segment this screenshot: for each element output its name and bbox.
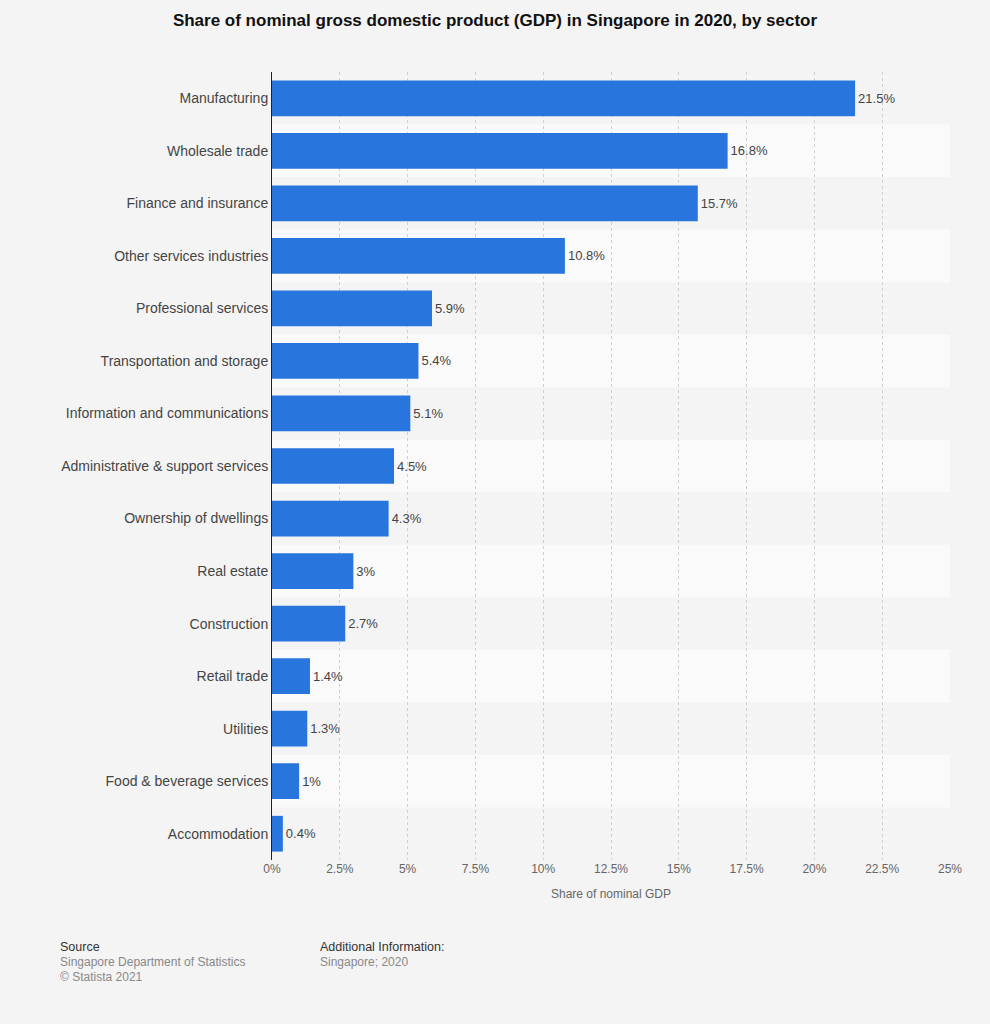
svg-text:5.4%: 5.4%	[421, 353, 451, 368]
svg-text:Other services industries: Other services industries	[114, 248, 268, 264]
svg-text:Utilities: Utilities	[223, 721, 268, 737]
svg-text:Professional services: Professional services	[136, 300, 268, 316]
svg-text:16.8%: 16.8%	[731, 143, 768, 158]
html-text:Singapore; 2020: Singapore; 2020	[320, 955, 409, 969]
svg-text:15.7%: 15.7%	[701, 196, 738, 211]
svg-text:Accommodation: Accommodation	[168, 826, 268, 842]
svg-text:10%: 10%	[531, 862, 555, 876]
svg-text:Administrative & support servi: Administrative & support services	[61, 458, 268, 474]
svg-text:1.4%: 1.4%	[313, 669, 343, 684]
svg-text:15%: 15%	[667, 862, 691, 876]
svg-text:2.7%: 2.7%	[348, 616, 378, 631]
svg-text:Manufacturing: Manufacturing	[179, 90, 268, 106]
svg-text:Transportation and storage: Transportation and storage	[101, 353, 269, 369]
svg-text:22.5%: 22.5%	[865, 862, 899, 876]
svg-text:3%: 3%	[356, 564, 375, 579]
svg-text:Wholesale trade: Wholesale trade	[167, 143, 268, 159]
html-text:Singapore Department of Statis: Singapore Department of Statistics	[60, 955, 246, 969]
svg-text:Construction: Construction	[190, 616, 269, 632]
svg-text:Information and communications: Information and communications	[66, 405, 268, 421]
svg-text:21.5%: 21.5%	[858, 91, 895, 106]
svg-text:20%: 20%	[802, 862, 826, 876]
svg-text:12.5%: 12.5%	[594, 862, 628, 876]
svg-text:Retail trade: Retail trade	[197, 668, 269, 684]
svg-text:7.5%: 7.5%	[462, 862, 490, 876]
svg-text:25%: 25%	[938, 862, 962, 876]
svg-text:1%: 1%	[302, 774, 321, 789]
svg-text:0.4%: 0.4%	[286, 826, 316, 841]
svg-text:5.1%: 5.1%	[413, 406, 443, 421]
svg-text:Ownership of dwellings: Ownership of dwellings	[124, 510, 268, 526]
svg-text:2.5%: 2.5%	[326, 862, 354, 876]
html-text:Source: Source	[60, 940, 100, 954]
svg-text:Finance and insurance: Finance and insurance	[127, 195, 269, 211]
svg-text:4.5%: 4.5%	[397, 459, 427, 474]
svg-text:5.9%: 5.9%	[435, 301, 465, 316]
svg-text:Share of nominal gross domesti: Share of nominal gross domestic product …	[173, 11, 818, 30]
svg-text:Food & beverage services: Food & beverage services	[106, 773, 269, 789]
svg-text:5%: 5%	[399, 862, 417, 876]
svg-text:Share of nominal GDP: Share of nominal GDP	[551, 887, 671, 901]
svg-text:0%: 0%	[263, 862, 281, 876]
svg-text:17.5%: 17.5%	[730, 862, 764, 876]
html-text:Additional Information:: Additional Information:	[320, 940, 445, 954]
svg-text:10.8%: 10.8%	[568, 248, 605, 263]
svg-text:Real estate: Real estate	[197, 563, 268, 579]
svg-text:4.3%: 4.3%	[392, 511, 422, 526]
html-text:© Statista 2021: © Statista 2021	[60, 970, 143, 984]
svg-text:1.3%: 1.3%	[310, 721, 340, 736]
